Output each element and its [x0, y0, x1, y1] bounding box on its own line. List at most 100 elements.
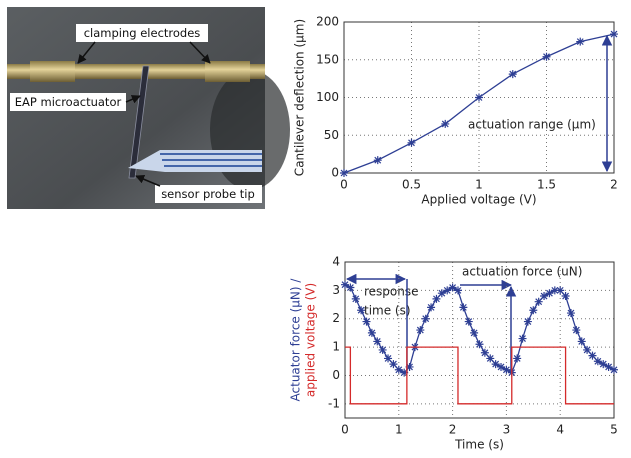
- chart-1-annotations: actuation range (µm): [468, 34, 613, 173]
- pointer: [77, 41, 96, 64]
- marker: [378, 345, 387, 354]
- marker: [508, 70, 517, 79]
- marker: [448, 283, 457, 292]
- marker: [542, 52, 551, 61]
- label-box: [155, 185, 262, 203]
- marker: [357, 306, 366, 315]
- marker: [432, 294, 441, 303]
- marker: [480, 348, 489, 357]
- marker: [529, 306, 538, 315]
- marker: [491, 360, 500, 369]
- y-tick-label: 100: [316, 90, 339, 104]
- marker: [405, 362, 414, 371]
- marker: [550, 286, 559, 295]
- x-tick-label: 3: [503, 423, 511, 437]
- photo-label: clamping electrodes: [84, 26, 201, 40]
- x-tick-label: 4: [556, 423, 564, 437]
- y-tick-label: 150: [316, 52, 339, 66]
- annotation: actuation range (µm): [468, 118, 596, 132]
- marker: [362, 317, 371, 326]
- y-tick-label: 4: [332, 255, 340, 269]
- marker: [475, 340, 484, 349]
- x-tick-label: 1.5: [537, 178, 556, 192]
- marker: [400, 368, 409, 377]
- electrode-joint: [205, 61, 250, 82]
- marker: [497, 362, 506, 371]
- marker: [545, 289, 554, 298]
- marker: [384, 354, 393, 363]
- x-axis-label: Time (s): [454, 438, 504, 452]
- plot-frame: [343, 21, 615, 174]
- x-tick-label: 1: [475, 178, 483, 192]
- marker: [576, 37, 585, 46]
- marker: [556, 286, 565, 295]
- photo-label: sensor probe tip: [161, 187, 255, 201]
- pointer: [125, 95, 141, 104]
- marker: [416, 326, 425, 335]
- label-box: [76, 24, 208, 42]
- label-box: [10, 93, 126, 111]
- marker: [421, 314, 430, 323]
- marker: [341, 280, 349, 289]
- y-tick-label: 200: [316, 15, 339, 29]
- annotation: response: [364, 285, 419, 299]
- marker: [340, 169, 348, 177]
- y-tick-label: 0: [331, 166, 339, 180]
- chart-2-annotations: actuation force (uN) response time (s): [345, 265, 582, 372]
- marker: [346, 283, 355, 292]
- marker: [464, 317, 473, 326]
- marker: [599, 360, 608, 369]
- x-tick-label: 5: [610, 423, 618, 437]
- probe-stripes: [160, 153, 262, 167]
- x-tick-label: 0: [340, 178, 348, 192]
- marker: [373, 337, 382, 346]
- marker: [610, 365, 618, 374]
- x-tick-label: 2: [449, 423, 457, 437]
- marker: [475, 93, 483, 102]
- marker: [394, 365, 403, 374]
- marker: [583, 345, 592, 354]
- marker: [441, 119, 450, 128]
- annotation: time (s): [364, 304, 411, 318]
- marker: [502, 365, 511, 374]
- chart: 0 50 100 150 200 0 0.5 1 1.5 2 Applied voltage (V)…: [293, 15, 618, 207]
- marker: [518, 334, 527, 343]
- annotation: actuation force (uN): [462, 265, 582, 279]
- x-tick-label: 1: [395, 423, 403, 437]
- actuator-strip: [128, 65, 150, 179]
- marker: [437, 289, 446, 298]
- marker: [427, 303, 436, 312]
- electrode-joint: [30, 61, 75, 82]
- marker: [470, 328, 479, 337]
- marker: [351, 294, 360, 303]
- photo: clamping electrodes EAP microactuator se…: [7, 7, 290, 209]
- y-axis-label: applied voltage (V): [304, 283, 318, 397]
- y-axis-label: Cantilever deflection (µm): [293, 19, 307, 176]
- y-tick-label: 0: [332, 368, 340, 382]
- y-tick-label: -1: [328, 396, 340, 410]
- y-tick-label: 3: [332, 283, 340, 297]
- marker: [593, 357, 602, 366]
- x-tick-label: 2: [610, 178, 618, 192]
- series-line: [345, 346, 614, 405]
- marker: [566, 309, 575, 318]
- pointer: [189, 41, 211, 64]
- plot-frame: [344, 261, 615, 419]
- marker: [389, 360, 398, 369]
- x-tick-label: 0: [341, 423, 349, 437]
- marker: [572, 326, 581, 335]
- marker: [610, 30, 618, 39]
- y-axis-label: Actuator force (μN) /: [289, 278, 303, 402]
- marker: [373, 156, 382, 165]
- marker: [577, 337, 586, 346]
- marker: [588, 351, 597, 360]
- marker: [540, 292, 549, 301]
- marker: [486, 354, 495, 363]
- y-tick-label: 50: [324, 128, 339, 142]
- marker: [443, 286, 452, 295]
- photo-label: EAP microactuator: [15, 95, 122, 109]
- x-tick-label: 0.5: [402, 178, 421, 192]
- y-tick-label: 2: [332, 311, 340, 325]
